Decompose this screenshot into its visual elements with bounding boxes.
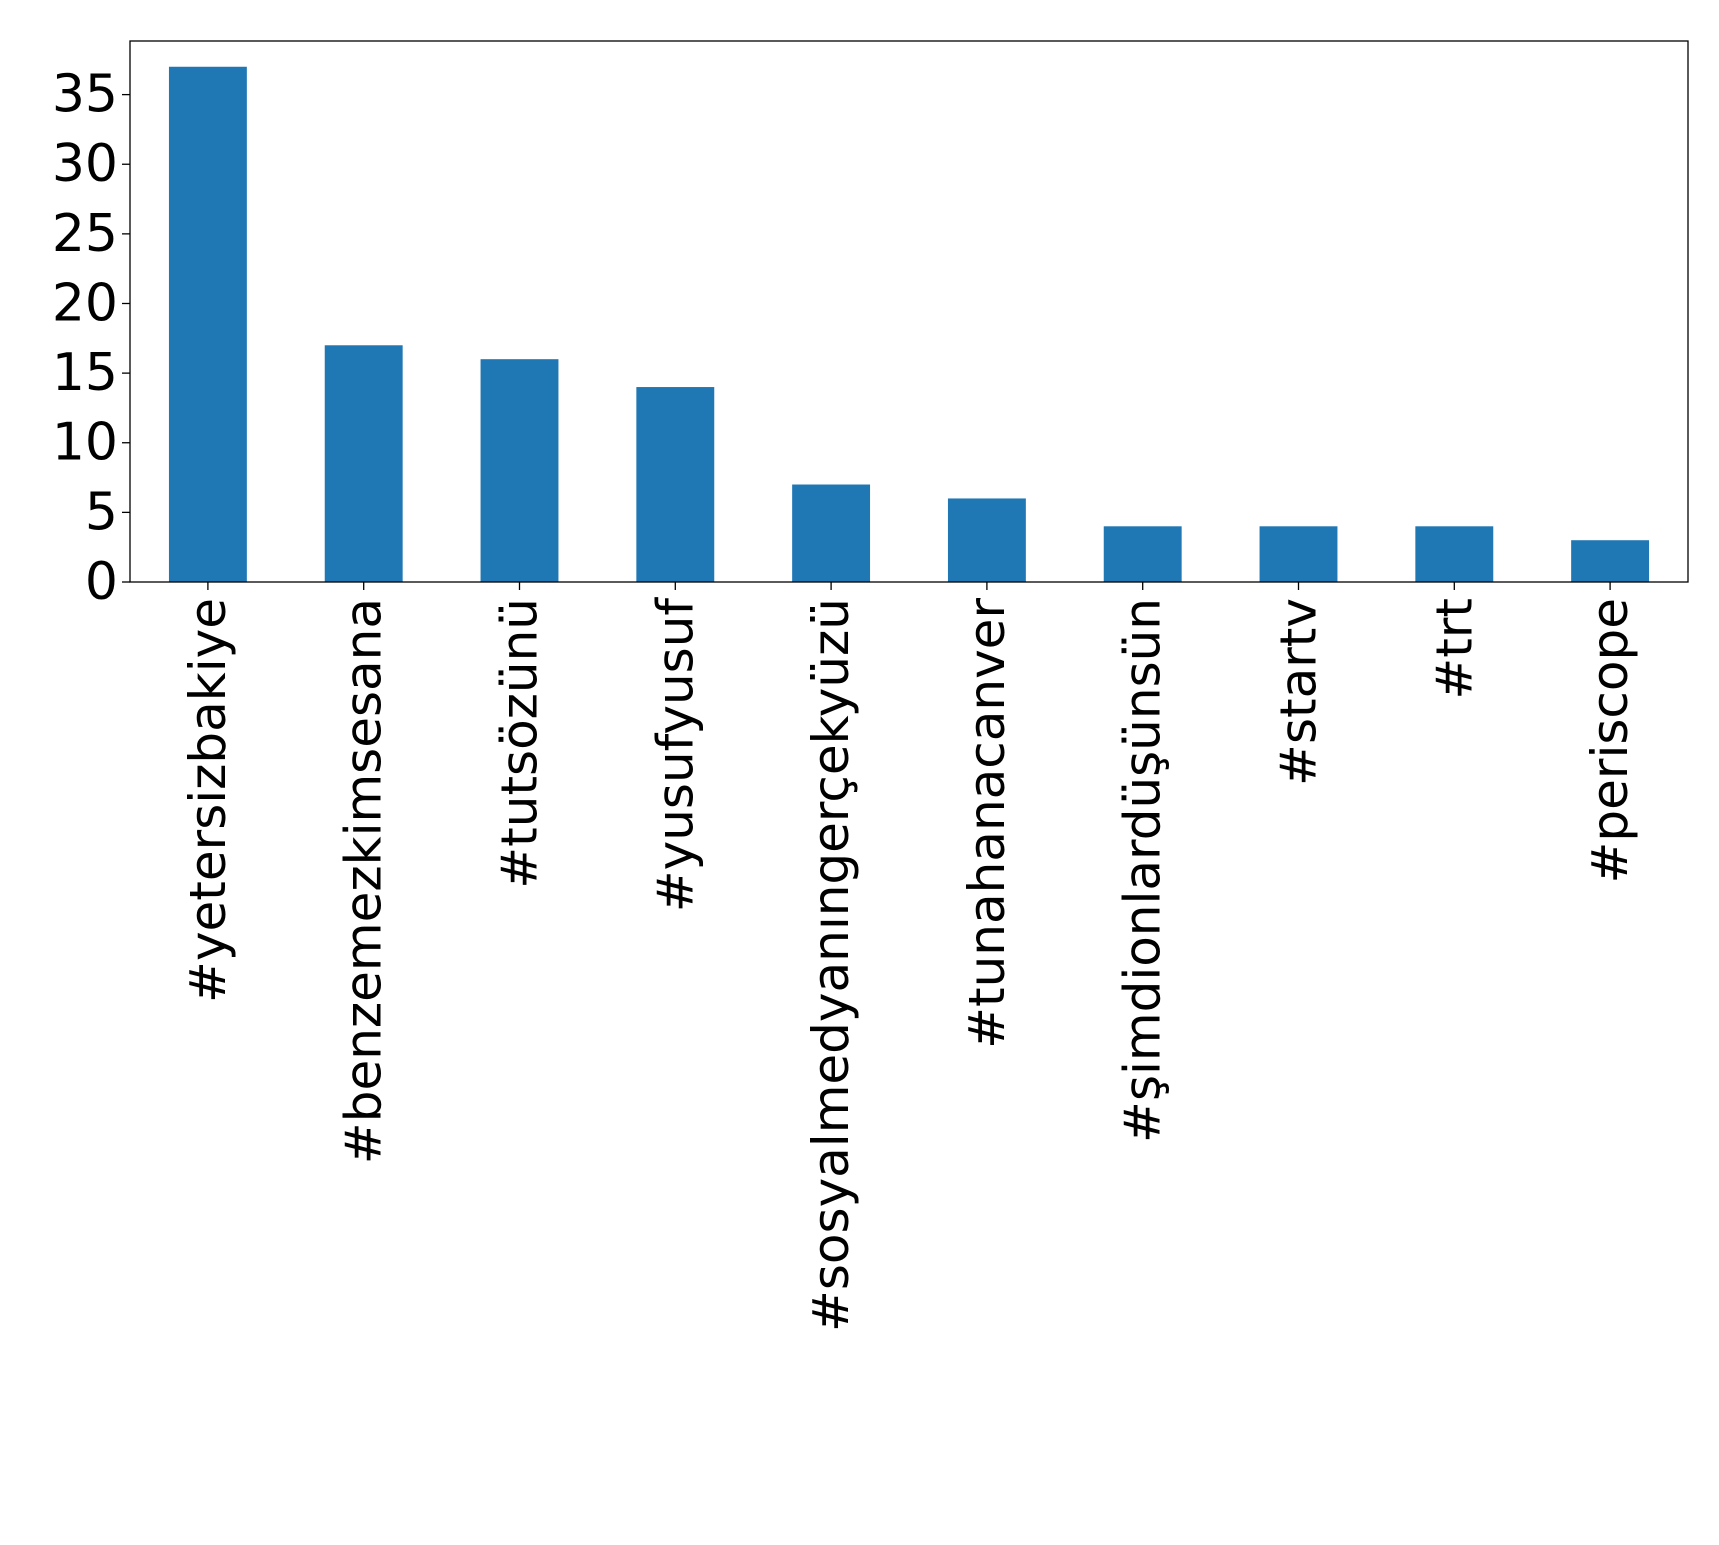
bar-10 [1571,540,1650,582]
bar-4 [636,387,715,582]
bar-7 [1103,526,1182,582]
y-tick-label: 5 [85,482,118,542]
bar-5 [792,484,871,582]
x-tick-label: #trt [1425,598,1483,700]
bar-1 [168,66,247,582]
plot-frame [129,40,1689,583]
bar-2 [324,345,403,582]
y-tick-label: 0 [85,552,118,612]
x-tick-label: #tunahanacanver [958,598,1016,1049]
bar-8 [1259,526,1338,582]
x-tick-label: #periscope [1581,598,1639,883]
x-tick-label: #startv [1270,598,1328,786]
y-axis: 0 5 10 15 20 25 30 35 [52,65,130,612]
x-axis: #yetersizbakiye #benzemezkimsesana #tutsöz… [179,582,1639,1332]
y-tick-label: 25 [52,204,118,264]
y-tick-label: 10 [52,413,118,473]
y-tick-label: 35 [52,65,118,125]
bar-9 [1415,526,1494,582]
x-tick-label: #tutsözünü [491,598,549,889]
x-tick-label: #sosyalmedyanıngerçekyüzü [802,598,860,1332]
bars-group [168,66,1650,582]
bar-6 [947,498,1026,582]
bar-3 [480,359,559,582]
x-tick-label: #yetersizbakiye [179,598,237,1003]
x-tick-label: #şimdionlardüşünsün [1114,598,1172,1143]
x-tick-label: #benzemezkimsesana [335,598,393,1164]
y-tick-label: 15 [52,343,118,403]
x-tick-label: #yusufyusuf [646,597,704,913]
y-tick-label: 20 [52,273,118,333]
y-tick-label: 30 [52,134,118,194]
